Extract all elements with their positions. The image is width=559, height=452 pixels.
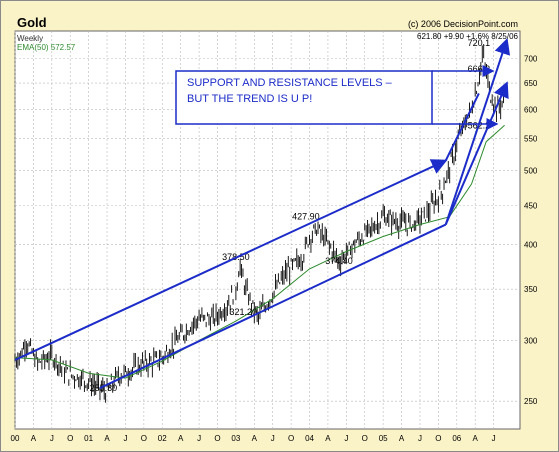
x-tick-label: O (362, 434, 368, 443)
x-tick-label: O (435, 434, 441, 443)
x-tick-label: A (31, 434, 37, 443)
x-tick-label: J (492, 434, 496, 443)
x-tick-label: A (325, 434, 331, 443)
y-tick-label: 700 (524, 54, 538, 63)
x-tick-label: 06 (452, 434, 461, 443)
y-tick-label: 250 (524, 397, 538, 406)
y-tick-labels: 250 300 350 400 450 500 550 600 650 700 (524, 54, 538, 406)
x-tick-label: O (214, 434, 220, 443)
x-tick-label: O (288, 434, 294, 443)
y-tick-label: 650 (524, 79, 538, 88)
price-label: 720.1 (468, 38, 491, 48)
ema-legend: EMA(50) 572.57 (17, 43, 76, 52)
price-label: 427.90 (292, 211, 320, 221)
y-tick-label: 400 (524, 241, 538, 250)
y-tick-label: 350 (524, 285, 538, 294)
x-tick-label: 03 (231, 434, 240, 443)
channel-lower-line (99, 223, 447, 390)
chart-title: Gold (17, 15, 47, 30)
annotation-line-2: BUT THE TREND IS U P! (187, 93, 312, 105)
x-tick-label: A (399, 434, 405, 443)
x-tick-label: A (473, 434, 479, 443)
x-tick-label: O (141, 434, 147, 443)
trend-lines (14, 37, 511, 390)
price-label: 255.30 (90, 383, 118, 393)
x-tick-label: 01 (84, 434, 93, 443)
y-tick-label: 500 (524, 166, 538, 175)
price-label: 666.3 (468, 64, 491, 74)
x-tick-label: J (50, 434, 54, 443)
x-tick-label: J (344, 434, 348, 443)
x-tick-label: J (271, 434, 275, 443)
y-tick-label: 450 (524, 202, 538, 211)
x-tick-label: 05 (379, 434, 388, 443)
price-label: 374.40 (325, 256, 353, 266)
x-tick-label: A (252, 434, 258, 443)
x-tick-label: A (178, 434, 184, 443)
x-tick-label: 04 (305, 434, 314, 443)
annotation-line-1: SUPPORT AND RESISTANCE LEVELS – (187, 77, 393, 89)
period-label: Weekly (17, 34, 43, 43)
steep-trend-arrow (444, 37, 511, 225)
steep-upper-line (444, 93, 480, 162)
price-bars (14, 44, 504, 403)
x-tick-label: 02 (158, 434, 167, 443)
y-tick-label: 600 (524, 106, 538, 115)
quote-text: 621.80 +9.90 +1.6% 8/25/06 (417, 32, 519, 41)
annotation-box (175, 70, 433, 125)
x-tick-label: 00 (11, 434, 20, 443)
x-tick-label: J (123, 434, 127, 443)
x-tick-label: O (67, 434, 73, 443)
steep-trend-arrow (444, 81, 509, 225)
x-tick-label: A (104, 434, 110, 443)
ema-line (14, 124, 505, 379)
x-tick-label: J (197, 434, 201, 443)
x-tick-label: J (418, 434, 422, 443)
channel-upper-line (14, 159, 448, 361)
y-tick-label: 550 (524, 135, 538, 144)
x-tick-labels: 00 A J O 01 A J O 02 A J O 03 A J O 04 A J O 05 A J O 06 A J (11, 434, 496, 443)
price-label: 321.20 (229, 307, 257, 317)
copyright-text: (c) 2006 DecisionPoint.com (408, 19, 518, 29)
y-tick-label: 300 (524, 337, 538, 346)
